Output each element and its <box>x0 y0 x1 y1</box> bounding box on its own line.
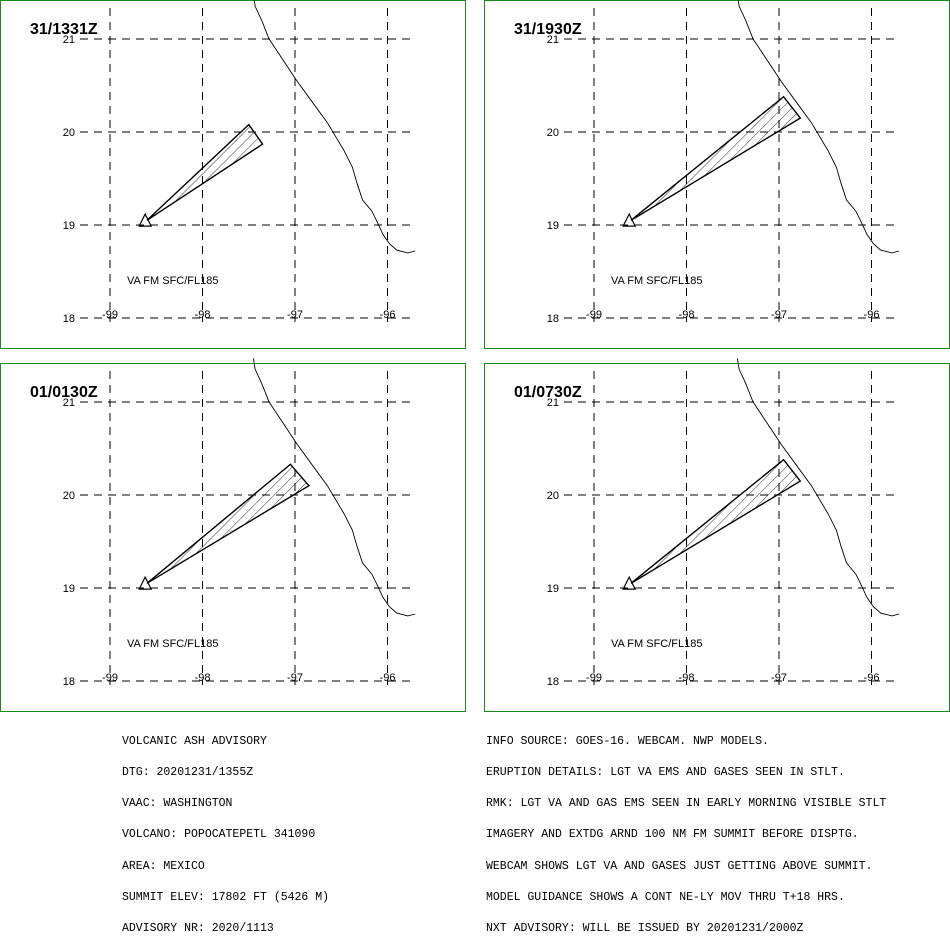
latitude-tick-label: 21 <box>63 34 75 46</box>
volcano-icon <box>622 575 637 590</box>
lat-lon-grid <box>80 8 412 322</box>
latitude-tick-label: 19 <box>63 220 75 232</box>
ash-level-label: VA FM SFC/FL185 <box>127 638 219 650</box>
longitude-tick-label: -98 <box>195 309 211 321</box>
forecast-panel-1: 21 20 19 18 -99 -98 -97 -96 31/1331Z VA FM SFC/… <box>0 0 466 349</box>
panel-frame <box>484 363 950 712</box>
ash-cloud-polygon <box>146 123 264 221</box>
latitude-tick-label: 21 <box>547 34 559 46</box>
remark-line-2: IMAGERY AND EXTDG ARND 100 NM FM SUMMIT … <box>486 828 859 842</box>
forecast-time-label: 31/1930Z <box>514 21 582 38</box>
ash-cloud-polygon <box>630 95 802 221</box>
latitude-tick-label: 20 <box>547 490 559 502</box>
latitude-tick-label: 18 <box>547 676 559 688</box>
latitude-tick-label: 20 <box>63 127 75 139</box>
ash-level-label: VA FM SFC/FL185 <box>611 638 703 650</box>
volcano-icon <box>138 575 153 590</box>
longitude-tick-label: -97 <box>771 309 787 321</box>
ash-level-label: VA FM SFC/FL185 <box>127 275 219 287</box>
longitude-tick-label: -98 <box>195 672 211 684</box>
panel-frame <box>484 0 950 349</box>
volcano-triangle <box>622 212 637 227</box>
ash-cloud-polygon <box>146 463 310 584</box>
eruption-details: ERUPTION DETAILS: LGT VA EMS AND GASES S… <box>486 766 845 780</box>
lat-lon-grid <box>564 8 896 322</box>
longitude-tick-label: -97 <box>287 309 303 321</box>
advisory-title: VOLCANIC ASH ADVISORY <box>122 734 267 748</box>
longitude-tick-label: -96 <box>380 672 396 684</box>
lat-lon-grid <box>80 371 412 685</box>
longitude-tick-label: -99 <box>586 309 602 321</box>
longitude-tick-label: -98 <box>679 672 695 684</box>
volcano-triangle <box>622 575 637 590</box>
panel-frame <box>0 363 466 712</box>
advisory-header-text: VOLCANIC ASH ADVISORY DTG: 20201231/1355… <box>122 716 329 945</box>
panel-frame <box>0 0 466 349</box>
latitude-tick-label: 19 <box>547 220 559 232</box>
advisory-volcano: VOLCANO: POPOCATEPETL 341090 <box>122 828 316 842</box>
ash-level-label: VA FM SFC/FL185 <box>611 275 703 287</box>
forecast-panel-3: 21 20 19 18 -99 -98 -97 -96 01/0130Z VA FM SFC/… <box>0 358 466 712</box>
advisory-number: ADVISORY NR: 2020/1113 <box>122 922 274 936</box>
volcano-triangle <box>138 575 153 590</box>
latitude-tick-label: 19 <box>63 583 75 595</box>
tick-labels: 21 20 19 18 -99 -98 -97 -96 <box>547 34 880 325</box>
latitude-tick-label: 18 <box>547 313 559 325</box>
coastline <box>253 0 416 254</box>
longitude-tick-label: -96 <box>380 309 396 321</box>
forecast-panel-4: 21 20 19 18 -99 -98 -97 -96 01/0730Z VA FM SFC/… <box>484 358 950 712</box>
longitude-tick-label: -97 <box>287 672 303 684</box>
latitude-tick-label: 18 <box>63 313 75 325</box>
longitude-tick-label: -96 <box>864 309 880 321</box>
longitude-tick-label: -97 <box>771 672 787 684</box>
forecast-time-label: 01/0730Z <box>514 384 582 401</box>
latitude-tick-label: 20 <box>547 127 559 139</box>
forecast-panel-2: 21 20 19 18 -99 -98 -97 -96 31/1930Z VA FM SFC/… <box>484 0 950 349</box>
longitude-tick-label: -96 <box>864 672 880 684</box>
latitude-tick-label: 21 <box>63 397 75 409</box>
longitude-tick-label: -99 <box>102 309 118 321</box>
advisory-vaac: VAAC: WASHINGTON <box>122 797 233 811</box>
advisory-dtg: DTG: 20201231/1355Z <box>122 766 254 780</box>
info-source: INFO SOURCE: GOES-16. WEBCAM. NWP MODELS… <box>486 734 769 748</box>
remark-line-4: MODEL GUIDANCE SHOWS A CONT NE-LY MOV TH… <box>486 890 845 904</box>
advisory-area: AREA: MEXICO <box>122 859 205 873</box>
longitude-tick-label: -99 <box>586 672 602 684</box>
latitude-tick-label: 18 <box>63 676 75 688</box>
coastline <box>736 358 900 617</box>
latitude-tick-label: 19 <box>547 583 559 595</box>
tick-labels: 21 20 19 18 -99 -98 -97 -96 <box>63 34 396 325</box>
volcano-icon <box>138 212 153 227</box>
tick-labels: 21 20 19 18 -99 -98 -97 -96 <box>63 397 396 688</box>
advisory-graphic: 21 20 19 18 -99 -98 -97 -96 31/1331Z VA FM SFC/… <box>0 0 950 712</box>
next-advisory: NXT ADVISORY: WILL BE ISSUED BY 20201231… <box>486 922 804 936</box>
remark-line-1: RMK: LGT VA AND GAS EMS SEEN IN EARLY MO… <box>486 797 887 811</box>
forecast-time-label: 31/1331Z <box>30 21 98 38</box>
coastline <box>252 358 416 617</box>
tick-labels: 21 20 19 18 -99 -98 -97 -96 <box>547 397 880 688</box>
ash-cloud-polygon <box>630 458 802 584</box>
coastline <box>737 0 900 254</box>
volcano-icon <box>622 212 637 227</box>
longitude-tick-label: -98 <box>679 309 695 321</box>
advisory-summit-elev: SUMMIT ELEV: 17802 FT (5426 M) <box>122 890 330 904</box>
advisory-details-text: INFO SOURCE: GOES-16. WEBCAM. NWP MODELS… <box>486 716 886 945</box>
remark-line-3: WEBCAM SHOWS LGT VA AND GASES JUST GETTI… <box>486 859 873 873</box>
latitude-tick-label: 20 <box>63 490 75 502</box>
longitude-tick-label: -99 <box>102 672 118 684</box>
forecast-time-label: 01/0130Z <box>30 384 98 401</box>
lat-lon-grid <box>564 371 896 685</box>
volcano-triangle <box>138 212 153 227</box>
latitude-tick-label: 21 <box>547 397 559 409</box>
